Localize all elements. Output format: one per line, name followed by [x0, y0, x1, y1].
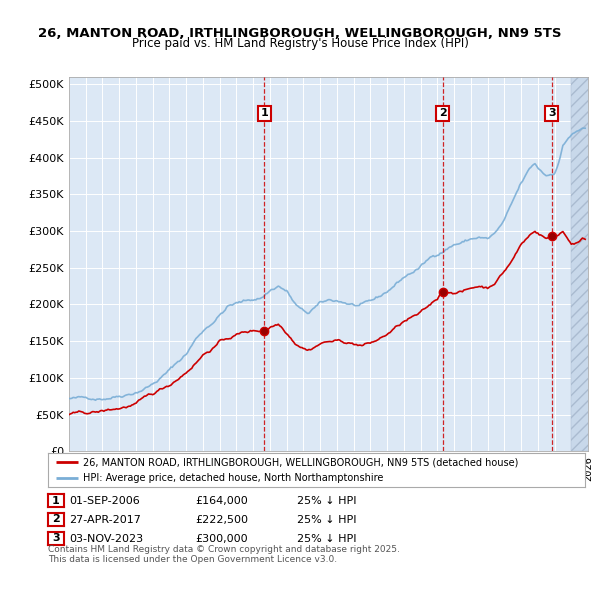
Bar: [571, 70, 600, 451]
Text: 26, MANTON ROAD, IRTHLINGBOROUGH, WELLINGBOROUGH, NN9 5TS: 26, MANTON ROAD, IRTHLINGBOROUGH, WELLIN…: [38, 27, 562, 40]
Text: This data is licensed under the Open Government Licence v3.0.: This data is licensed under the Open Gov…: [48, 555, 337, 565]
Text: £222,500: £222,500: [195, 515, 248, 525]
Text: 03-NOV-2023: 03-NOV-2023: [69, 534, 143, 543]
Text: 25% ↓ HPI: 25% ↓ HPI: [297, 496, 356, 506]
Text: 26, MANTON ROAD, IRTHLINGBOROUGH, WELLINGBOROUGH, NN9 5TS (detached house): 26, MANTON ROAD, IRTHLINGBOROUGH, WELLIN…: [83, 457, 518, 467]
Text: 3: 3: [548, 109, 556, 119]
Text: HPI: Average price, detached house, North Northamptonshire: HPI: Average price, detached house, Nort…: [83, 473, 383, 483]
Text: 25% ↓ HPI: 25% ↓ HPI: [297, 534, 356, 543]
Text: Price paid vs. HM Land Registry's House Price Index (HPI): Price paid vs. HM Land Registry's House …: [131, 37, 469, 50]
Text: £300,000: £300,000: [195, 534, 248, 543]
Text: 1: 1: [260, 109, 268, 119]
Text: 1: 1: [52, 496, 59, 506]
Text: 2: 2: [52, 514, 59, 525]
Text: 27-APR-2017: 27-APR-2017: [69, 515, 141, 525]
Text: 01-SEP-2006: 01-SEP-2006: [69, 496, 140, 506]
Text: £164,000: £164,000: [195, 496, 248, 506]
Text: 25% ↓ HPI: 25% ↓ HPI: [297, 515, 356, 525]
Text: 2: 2: [439, 109, 446, 119]
Text: 3: 3: [52, 533, 59, 543]
Text: Contains HM Land Registry data © Crown copyright and database right 2025.: Contains HM Land Registry data © Crown c…: [48, 545, 400, 554]
